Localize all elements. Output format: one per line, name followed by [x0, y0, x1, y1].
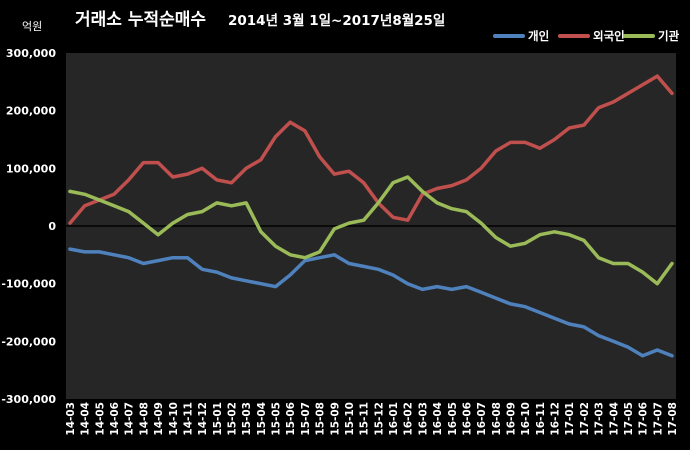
x-tick-label-16-02: 16-02 [403, 402, 415, 436]
legend: 개인 외국인 기관 [493, 29, 680, 43]
y-axis-ticks: 300,000 200,000 100,000 0 -100,000 -200,000 -3… [1, 47, 56, 406]
series-line-individual [68, 247, 674, 358]
x-tick-label-14-03: 14-03 [65, 402, 77, 436]
x-tick-label-17-06: 17-06 [638, 402, 650, 436]
x-tick-label-14-06: 14-06 [109, 402, 121, 436]
x-tick-label-14-09: 14-09 [153, 402, 165, 436]
x-tick-label-14-04: 14-04 [80, 402, 92, 436]
x-tick-label-15-06: 15-06 [285, 402, 297, 436]
x-tick-label-17-01: 17-01 [564, 402, 576, 436]
x-tick-label-16-08: 16-08 [491, 402, 503, 436]
chart-subtitle: 2014년 3월 1일~2017년8월25일 [228, 12, 445, 29]
x-tick-label-16-07: 16-07 [476, 402, 488, 436]
x-tick-label-14-11: 14-11 [182, 402, 194, 436]
y-tick-label: -200,000 [1, 335, 56, 348]
x-tick-label-17-08: 17-08 [667, 402, 679, 436]
series-line-institution [68, 175, 674, 286]
x-tick-label-15-11: 15-11 [359, 402, 371, 436]
chart-title: 거래소 누적순매수 [75, 10, 206, 30]
x-tick-label-16-09: 16-09 [505, 402, 517, 436]
x-tick-label-16-01: 16-01 [388, 402, 400, 436]
x-tick-label-16-06: 16-06 [461, 402, 473, 436]
series-line-foreign [68, 74, 674, 225]
x-tick-label-16-03: 16-03 [417, 402, 429, 436]
legend-label-individual: 개인 [528, 29, 549, 43]
x-tick-label-14-12: 14-12 [197, 402, 209, 436]
x-tick-label-15-01: 15-01 [212, 402, 224, 436]
x-tick-label-16-11: 16-11 [535, 402, 547, 436]
unit-label: 억원 [22, 20, 42, 33]
x-tick-label-14-05: 14-05 [94, 402, 106, 436]
x-tick-label-15-10: 15-10 [344, 402, 356, 436]
x-tick-label-14-08: 14-08 [138, 402, 150, 436]
x-tick-label-15-07: 15-07 [300, 402, 312, 436]
x-tick-label-15-09: 15-09 [329, 402, 341, 436]
series-lines [68, 74, 674, 358]
x-tick-label-17-02: 17-02 [579, 402, 591, 436]
x-tick-label-16-12: 16-12 [550, 402, 562, 436]
x-tick-label-17-07: 17-07 [652, 402, 664, 436]
x-tick-label-17-04: 17-04 [608, 402, 620, 436]
y-tick-label: 100,000 [6, 162, 56, 175]
x-tick-label-16-04: 16-04 [432, 402, 444, 436]
legend-label-foreign: 외국인 [593, 29, 625, 43]
x-tick-label-15-08: 15-08 [315, 402, 327, 436]
y-tick-label: -100,000 [1, 278, 56, 291]
y-tick-label: -300,000 [1, 393, 56, 406]
x-tick-label-17-05: 17-05 [623, 402, 635, 436]
y-tick-label: 300,000 [6, 47, 56, 60]
y-tick-label: 0 [48, 220, 56, 233]
x-axis-ticks: 14-03 14-04 14-05 14-06 14-07 14-08 14-09 14-10… [65, 402, 679, 436]
legend-label-institution: 기관 [658, 29, 680, 43]
x-tick-label-16-05: 16-05 [447, 402, 459, 436]
x-tick-label-14-10: 14-10 [168, 402, 180, 436]
y-tick-label: 200,000 [6, 105, 56, 118]
x-tick-label-15-04: 15-04 [256, 402, 268, 436]
x-tick-label-15-12: 15-12 [373, 402, 385, 436]
x-tick-label-17-03: 17-03 [594, 402, 606, 436]
x-tick-label-15-05: 15-05 [271, 402, 283, 436]
x-tick-label-15-03: 15-03 [241, 402, 253, 436]
x-tick-label-14-07: 14-07 [124, 402, 136, 436]
x-tick-label-15-02: 15-02 [227, 402, 239, 436]
x-tick-label-16-10: 16-10 [520, 402, 532, 436]
